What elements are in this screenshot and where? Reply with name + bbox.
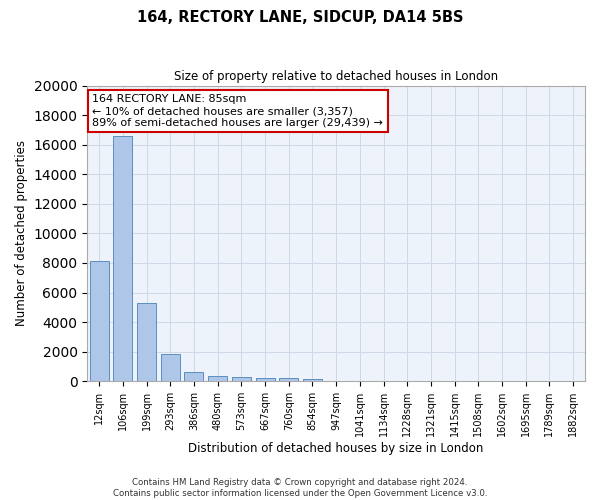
Bar	[89, 262, 109, 381]
Y-axis label: Number of detached properties: Number of detached properties	[15, 140, 28, 326]
Text: 164, RECTORY LANE, SIDCUP, DA14 5BS: 164, RECTORY LANE, SIDCUP, DA14 5BS	[137, 10, 463, 25]
Title: Size of property relative to detached houses in London: Size of property relative to detached ho…	[174, 70, 498, 83]
Bar	[303, 378, 322, 381]
Text: 164 RECTORY LANE: 85sqm
← 10% of detached houses are smaller (3,357)
89% of semi: 164 RECTORY LANE: 85sqm ← 10% of detache…	[92, 94, 383, 128]
Bar	[161, 354, 180, 381]
Bar	[256, 378, 275, 381]
Bar	[113, 136, 133, 381]
Bar	[137, 303, 156, 381]
X-axis label: Distribution of detached houses by size in London: Distribution of detached houses by size …	[188, 442, 484, 455]
Bar	[184, 372, 203, 381]
Text: Contains HM Land Registry data © Crown copyright and database right 2024.
Contai: Contains HM Land Registry data © Crown c…	[113, 478, 487, 498]
Bar	[279, 378, 298, 381]
Bar	[232, 377, 251, 381]
Bar	[208, 376, 227, 381]
